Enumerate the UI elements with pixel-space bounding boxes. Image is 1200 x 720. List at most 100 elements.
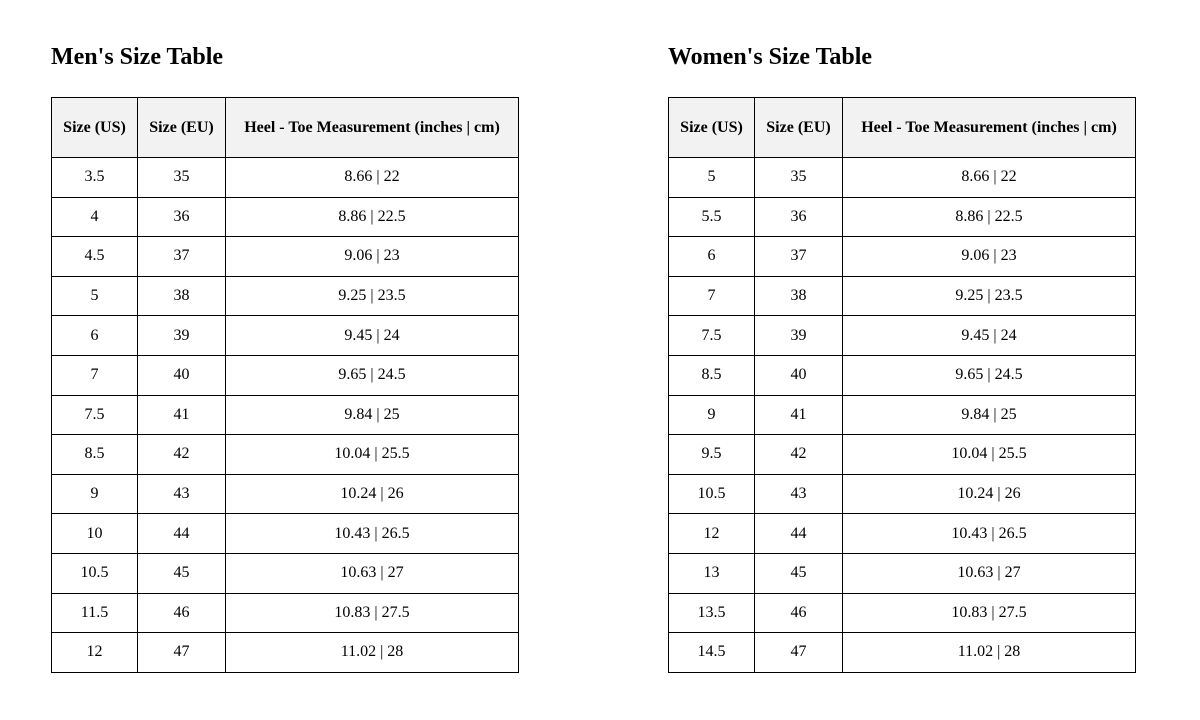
table-row: 7 38 9.25 | 23.5 (668, 275, 1136, 317)
cell-heel-toe-measurement: 9.84 | 25 (225, 394, 519, 436)
cell-size-us: 7.5 (51, 394, 138, 436)
table-row: 9.5 42 10.04 | 25.5 (668, 434, 1136, 475)
table-row: 5.5 36 8.86 | 22.5 (668, 196, 1136, 238)
table-row: 12 44 10.43 | 26.5 (668, 513, 1136, 554)
cell-heel-toe-measurement: 10.24 | 26 (225, 473, 519, 515)
table-header-row: Size (US) Size (EU) Heel - Toe Measurement… (51, 97, 519, 158)
table-row: 7 40 9.65 | 24.5 (51, 354, 519, 396)
cell-heel-toe-measurement: 9.65 | 24.5 (842, 354, 1136, 396)
cell-size-us: 10.5 (668, 473, 755, 515)
table-row: 8.5 40 9.65 | 24.5 (668, 354, 1136, 396)
cell-size-eu: 39 (137, 315, 226, 356)
cell-heel-toe-measurement: 10.43 | 26.5 (842, 513, 1136, 554)
table-row: 7.5 39 9.45 | 24 (668, 315, 1136, 356)
table-row: 8.5 42 10.04 | 25.5 (51, 434, 519, 475)
column-header-size-us: Size (US) (668, 97, 755, 158)
cell-heel-toe-measurement: 8.86 | 22.5 (842, 196, 1136, 238)
cell-heel-toe-measurement: 9.45 | 24 (842, 315, 1136, 356)
table-row: 5 35 8.66 | 22 (668, 157, 1136, 198)
cell-size-us: 12 (668, 513, 755, 554)
cell-heel-toe-measurement: 11.02 | 28 (842, 632, 1136, 673)
cell-size-eu: 36 (754, 196, 843, 238)
men-table-title: Men's Size Table (51, 44, 224, 70)
cell-size-eu: 44 (754, 513, 843, 554)
women-size-table: Size (US) Size (EU) Heel - Toe Measurement… (668, 97, 1136, 673)
cell-size-us: 9 (51, 473, 138, 515)
cell-size-us: 6 (51, 315, 138, 356)
cell-size-eu: 41 (754, 394, 843, 436)
table-row: 12 47 11.02 | 28 (51, 632, 519, 673)
cell-heel-toe-measurement: 9.45 | 24 (225, 315, 519, 356)
cell-size-us: 10.5 (51, 552, 138, 594)
cell-size-eu: 43 (754, 473, 843, 515)
table-row: 9 43 10.24 | 26 (51, 473, 519, 515)
table-row: 10 44 10.43 | 26.5 (51, 513, 519, 554)
cell-size-us: 6 (668, 236, 755, 277)
cell-size-eu: 35 (754, 157, 843, 198)
cell-heel-toe-measurement: 11.02 | 28 (225, 632, 519, 673)
cell-size-us: 12 (51, 632, 138, 673)
cell-size-eu: 46 (754, 592, 843, 634)
cell-heel-toe-measurement: 9.84 | 25 (842, 394, 1136, 436)
cell-size-eu: 43 (137, 473, 226, 515)
cell-heel-toe-measurement: 8.66 | 22 (842, 157, 1136, 198)
cell-size-eu: 41 (137, 394, 226, 436)
table-row: 6 37 9.06 | 23 (668, 236, 1136, 277)
cell-size-eu: 38 (137, 275, 226, 317)
cell-size-us: 8.5 (51, 434, 138, 475)
cell-size-us: 5 (668, 157, 755, 198)
cell-size-eu: 40 (137, 354, 226, 396)
women-table-title: Women's Size Table (668, 44, 873, 70)
cell-size-us: 13 (668, 552, 755, 594)
cell-heel-toe-measurement: 8.66 | 22 (225, 157, 519, 198)
cell-size-us: 3.5 (51, 157, 138, 198)
table-row: 14.5 47 11.02 | 28 (668, 632, 1136, 673)
table-row: 6 39 9.45 | 24 (51, 315, 519, 356)
table-row: 9 41 9.84 | 25 (668, 394, 1136, 436)
cell-size-eu: 44 (137, 513, 226, 554)
column-header-size-eu: Size (EU) (754, 97, 843, 158)
table-row: 13 45 10.63 | 27 (668, 552, 1136, 594)
cell-size-us: 14.5 (668, 632, 755, 673)
cell-size-us: 10 (51, 513, 138, 554)
cell-heel-toe-measurement: 10.63 | 27 (225, 552, 519, 594)
cell-heel-toe-measurement: 10.63 | 27 (842, 552, 1136, 594)
cell-size-eu: 39 (754, 315, 843, 356)
table-row: 3.5 35 8.66 | 22 (51, 157, 519, 198)
men-size-table: Size (US) Size (EU) Heel - Toe Measurement… (51, 97, 519, 673)
cell-size-eu: 47 (754, 632, 843, 673)
cell-size-eu: 40 (754, 354, 843, 396)
cell-size-us: 5.5 (668, 196, 755, 238)
table-row: 11.5 46 10.83 | 27.5 (51, 592, 519, 634)
table-row: 10.5 43 10.24 | 26 (668, 473, 1136, 515)
cell-heel-toe-measurement: 9.25 | 23.5 (225, 275, 519, 317)
column-header-size-eu: Size (EU) (137, 97, 226, 158)
table-row: 10.5 45 10.63 | 27 (51, 552, 519, 594)
cell-size-eu: 45 (137, 552, 226, 594)
table-row: 13.5 46 10.83 | 27.5 (668, 592, 1136, 634)
cell-size-us: 9 (668, 394, 755, 436)
cell-size-eu: 42 (137, 434, 226, 475)
cell-heel-toe-measurement: 10.83 | 27.5 (842, 592, 1136, 634)
cell-size-eu: 37 (137, 236, 226, 277)
cell-size-eu: 36 (137, 196, 226, 238)
cell-size-us: 9.5 (668, 434, 755, 475)
cell-heel-toe-measurement: 10.24 | 26 (842, 473, 1136, 515)
cell-size-us: 8.5 (668, 354, 755, 396)
cell-size-us: 4 (51, 196, 138, 238)
cell-size-eu: 38 (754, 275, 843, 317)
column-header-size-us: Size (US) (51, 97, 138, 158)
cell-heel-toe-measurement: 9.06 | 23 (842, 236, 1136, 277)
cell-size-eu: 37 (754, 236, 843, 277)
cell-heel-toe-measurement: 8.86 | 22.5 (225, 196, 519, 238)
cell-size-us: 11.5 (51, 592, 138, 634)
table-row: 7.5 41 9.84 | 25 (51, 394, 519, 436)
cell-size-us: 13.5 (668, 592, 755, 634)
column-header-heel-toe-measurement: Heel - Toe Measurement (inches | cm) (225, 97, 519, 158)
table-header-row: Size (US) Size (EU) Heel - Toe Measurement… (668, 97, 1136, 158)
cell-heel-toe-measurement: 10.04 | 25.5 (842, 434, 1136, 475)
cell-heel-toe-measurement: 10.43 | 26.5 (225, 513, 519, 554)
column-header-heel-toe-measurement: Heel - Toe Measurement (inches | cm) (842, 97, 1136, 158)
cell-heel-toe-measurement: 9.65 | 24.5 (225, 354, 519, 396)
cell-size-eu: 46 (137, 592, 226, 634)
